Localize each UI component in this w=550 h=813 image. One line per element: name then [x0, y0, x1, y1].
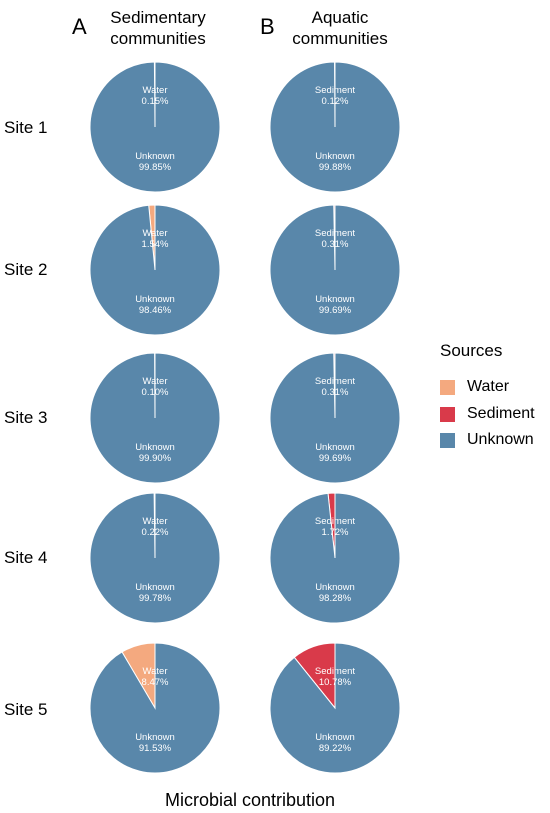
- panel-letter-b: B: [260, 14, 275, 39]
- legend-title: Sources: [440, 341, 503, 360]
- pie-label-source-unknown: Unknown: [135, 442, 175, 453]
- pie-label-value-water: 0.10%: [142, 387, 169, 398]
- legend-item-sediment: Sediment: [440, 404, 535, 424]
- pie-label-value-unknown: 99.69%: [319, 305, 352, 316]
- pie-slice-unknown: [89, 642, 221, 774]
- pie-label-source-unknown: Unknown: [315, 732, 355, 743]
- pie-label-value-sediment: 1.72%: [322, 527, 349, 538]
- legend-item-unknown: Unknown: [440, 430, 534, 450]
- pie-label-value-unknown: 99.85%: [139, 162, 172, 173]
- pie-label-source-unknown: Unknown: [135, 151, 175, 162]
- pie-label-value-water: 1.54%: [142, 239, 169, 250]
- pie-label-value-unknown: 91.53%: [139, 743, 172, 754]
- pie-label-source-water: Water: [143, 228, 168, 239]
- pie-label-value-sediment: 0.31%: [322, 239, 349, 250]
- pie-slice-unknown: [269, 352, 401, 484]
- pie-label-value-sediment: 0.31%: [322, 387, 349, 398]
- legend-label-unknown: Unknown: [467, 431, 534, 448]
- pie-label-source-unknown: Unknown: [135, 294, 175, 305]
- panel-title-a-line1: Sedimentary: [110, 8, 206, 27]
- pie-label-source-unknown: Unknown: [315, 582, 355, 593]
- legend-swatch-sediment: [440, 406, 455, 422]
- pie-label-value-unknown: 99.78%: [139, 593, 172, 604]
- pie-label-value-sediment: 0.12%: [322, 96, 349, 107]
- pie-label-source-unknown: Unknown: [315, 442, 355, 453]
- x-axis-label: Microbial contribution: [164, 790, 336, 810]
- pie-slice-unknown: [89, 61, 221, 193]
- legend-swatch-unknown: [440, 432, 455, 448]
- pie-label-source-sediment: Sediment: [315, 228, 355, 239]
- pie-label-value-unknown: 99.69%: [319, 453, 352, 464]
- pie-label-source-water: Water: [143, 516, 168, 527]
- legend-label-water: Water: [467, 378, 510, 395]
- pie-slice-unknown: [269, 204, 401, 336]
- legend-swatch-water: [440, 379, 455, 395]
- site-label-2: Site 2: [4, 260, 48, 279]
- site-label-5: Site 5: [4, 700, 48, 719]
- pie-slice-unknown: [89, 204, 221, 336]
- pie-label-value-unknown: 99.90%: [139, 453, 172, 464]
- pie-label-source-sediment: Sediment: [315, 516, 355, 527]
- site-label-3: Site 3: [4, 408, 48, 427]
- pie-label-source-water: Water: [143, 666, 168, 677]
- pie-label-value-unknown: 98.46%: [139, 305, 172, 316]
- pie-label-source-unknown: Unknown: [135, 582, 175, 593]
- pie-label-source-water: Water: [143, 376, 168, 387]
- pie-label-source-sediment: Sediment: [315, 666, 355, 677]
- legend-item-water: Water: [440, 377, 509, 397]
- pie-label-value-water: 8.47%: [142, 677, 169, 688]
- pie-slice-unknown: [269, 61, 401, 193]
- panel-title-b: Aquatic communities: [270, 7, 410, 49]
- panel-title-a: Sedimentary communities: [88, 7, 228, 49]
- pie-label-value-unknown: 99.88%: [319, 162, 352, 173]
- pie-label-source-unknown: Unknown: [135, 732, 175, 743]
- pie-slice-unknown: [269, 642, 401, 774]
- pie-label-value-water: 0.22%: [142, 527, 169, 538]
- legend-label-sediment: Sediment: [467, 405, 535, 422]
- pie-slice-unknown: [89, 492, 221, 624]
- panel-letter-a: A: [72, 14, 87, 39]
- pie-label-value-unknown: 89.22%: [319, 743, 352, 754]
- pie-label-source-water: Water: [143, 85, 168, 96]
- pie-slice-unknown: [89, 352, 221, 484]
- pie-label-value-water: 0.15%: [142, 96, 169, 107]
- panel-title-a-line2: communities: [110, 29, 206, 48]
- site-label-1: Site 1: [4, 118, 48, 137]
- panel-title-b-line1: Aquatic: [311, 8, 369, 27]
- site-label-4: Site 4: [4, 548, 48, 567]
- panel-title-b-line2: communities: [292, 29, 388, 48]
- pie-label-source-sediment: Sediment: [315, 376, 355, 387]
- pie-label-source-unknown: Unknown: [315, 151, 355, 162]
- pie-slice-unknown: [269, 492, 401, 624]
- pie-label-value-sediment: 10.78%: [319, 677, 352, 688]
- pie-label-source-sediment: Sediment: [315, 85, 355, 96]
- pie-label-value-unknown: 98.28%: [319, 593, 352, 604]
- pie-label-source-unknown: Unknown: [315, 294, 355, 305]
